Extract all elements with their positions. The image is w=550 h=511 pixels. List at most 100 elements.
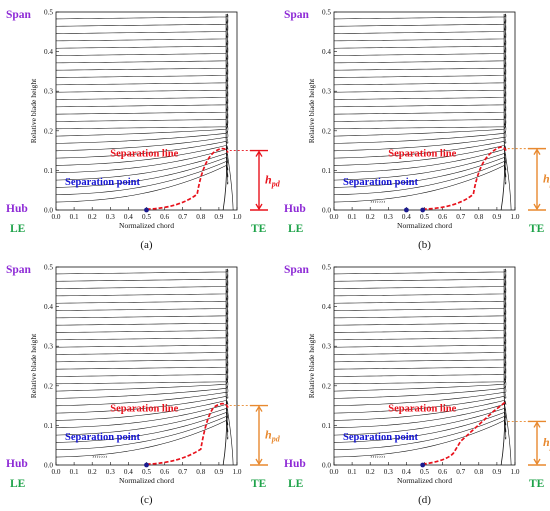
hpd-arrow-top [255, 150, 263, 157]
panel-a: 0.0 0.1 0.2 0.3 0.4 0.5 0.6 0.7 0.8 0.9 1.0 0.0 0.1 0… [6, 9, 281, 252]
le-label: LE [10, 223, 26, 235]
streamline [333, 108, 507, 130]
streamline [333, 101, 507, 122]
x-tick-label: 0.4 [402, 468, 411, 476]
y-tick-label: 0.1 [44, 422, 53, 430]
x-tick-label: 0.3 [106, 213, 115, 221]
streamline [333, 412, 507, 443]
streamline [333, 356, 507, 377]
y-tick-label: 0.3 [44, 88, 53, 96]
le-label: LE [288, 478, 304, 490]
separation-line [146, 147, 229, 211]
hpd-arrow-bottom [255, 203, 263, 211]
y-tick-label: 0.1 [322, 422, 331, 430]
y-tick-label: 0.2 [322, 382, 331, 390]
separation-point-marker-2 [404, 207, 409, 213]
streamline [333, 349, 507, 370]
streamline [55, 416, 229, 451]
y-tick-label: 0.3 [44, 343, 53, 351]
streamline [55, 13, 229, 34]
streamline [333, 305, 507, 326]
streamline [333, 268, 507, 282]
hpd-arrow-bottom [533, 458, 541, 466]
te-label: TE [529, 223, 545, 235]
hpd-arrow-bottom [533, 203, 541, 211]
hpd-arrow-top [533, 148, 541, 155]
streamline [55, 72, 229, 93]
te-label: TE [529, 478, 545, 490]
y-tick-label: 0.5 [44, 9, 53, 17]
y-tick-label: 0.5 [44, 264, 53, 272]
separation-line-label: Separation line [388, 404, 456, 415]
x-tick-label: 0.1 [348, 213, 357, 221]
y-tick-label: 0.4 [44, 303, 53, 311]
hpd-label: hpd [543, 435, 550, 451]
streamline [333, 393, 507, 414]
y-axis-title: Relative blade height [307, 78, 316, 143]
x-tick-label: 1.0 [511, 468, 520, 476]
y-tick-label: 0.0 [44, 207, 53, 215]
trailing-edge-wake-line [225, 146, 234, 211]
streamline [55, 356, 229, 377]
streamline [333, 13, 507, 34]
streamline [55, 157, 229, 188]
streamline [333, 21, 507, 42]
separation-point-marker [420, 462, 426, 468]
streamline [333, 35, 507, 56]
y-tick-label: 0.0 [322, 207, 331, 215]
x-tick-label: 0.6 [160, 468, 169, 476]
x-tick-label: 0.9 [214, 213, 223, 221]
streamline [333, 327, 507, 348]
x-tick-label: 0.9 [492, 468, 501, 476]
panel-d: 0.0 0.1 0.2 0.3 0.4 0.5 0.6 0.7 0.8 0.9 1.0 0.0 0.1 0… [284, 264, 550, 507]
x-axis-title: Normalized chord [397, 476, 452, 485]
streamline [333, 123, 507, 144]
y-tick-label: 0.2 [44, 127, 53, 135]
hpd-arrow-bottom [255, 458, 263, 466]
streamline [333, 130, 507, 152]
separation-point-marker [420, 207, 426, 213]
x-tick-label: 1.0 [233, 468, 242, 476]
span-label: Span [6, 264, 32, 276]
streamline [55, 161, 229, 196]
x-tick-label: 0.7 [456, 213, 465, 221]
hpd-label: hpd [543, 171, 550, 187]
hub-label: Hub [284, 203, 306, 215]
streamline [55, 57, 229, 78]
y-tick-label: 0.4 [44, 48, 53, 56]
streamline [333, 86, 507, 108]
streamline [333, 64, 507, 86]
streamline [333, 385, 507, 407]
streamline [333, 50, 507, 71]
span-label: Span [284, 9, 310, 21]
te-label: TE [251, 223, 267, 235]
streamline [55, 130, 229, 152]
x-tick-label: 0.0 [330, 213, 339, 221]
streamline [333, 378, 507, 399]
x-tick-label: 0.5 [420, 468, 429, 476]
streamline [55, 28, 229, 49]
span-label: Span [6, 9, 32, 21]
x-axis-title: Normalized chord [397, 221, 452, 230]
streamline [333, 268, 507, 275]
streamline [333, 334, 507, 355]
hub-label: Hub [6, 458, 28, 470]
separation-point-label: Separation point [343, 432, 418, 443]
streamline [55, 86, 229, 108]
x-tick-label: 0.7 [178, 468, 187, 476]
trailing-edge-line [222, 14, 228, 211]
trailing-edge-line [500, 14, 506, 211]
streamline [333, 43, 507, 64]
y-tick-label: 0.4 [322, 303, 331, 311]
x-tick-label: 0.1 [70, 213, 79, 221]
x-tick-label: 0.6 [438, 468, 447, 476]
x-tick-label: 0.2 [366, 213, 375, 221]
x-tick-label: 0.3 [384, 213, 393, 221]
te-label: TE [251, 478, 267, 490]
x-tick-label: 0.6 [438, 213, 447, 221]
streamline [333, 420, 507, 458]
y-tick-label: 0.0 [44, 462, 53, 470]
streamline [55, 50, 229, 71]
x-tick-label: 0.4 [124, 213, 133, 221]
streamline [55, 35, 229, 56]
